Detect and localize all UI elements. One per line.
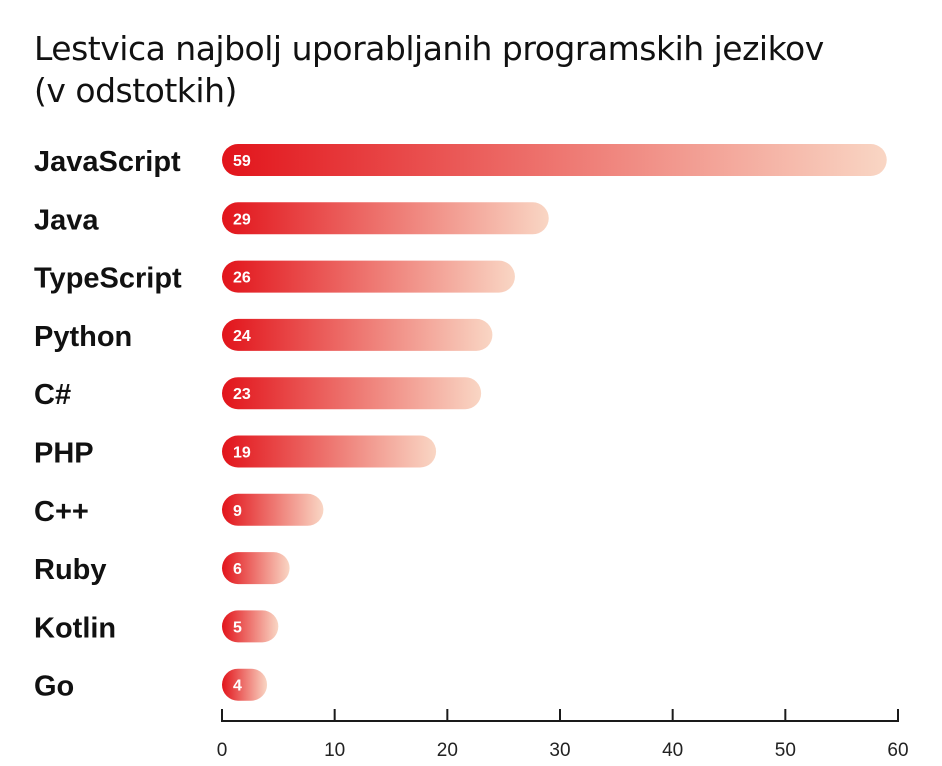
bar-row-python: Python 24 bbox=[34, 318, 493, 353]
x-tick-label: 50 bbox=[775, 740, 796, 761]
value-label: 26 bbox=[233, 270, 251, 287]
bar-row-php: PHP 19 bbox=[34, 435, 437, 470]
category-label: C# bbox=[34, 379, 71, 411]
value-label: 24 bbox=[233, 328, 251, 345]
bar bbox=[222, 260, 515, 293]
bar bbox=[222, 493, 324, 526]
category-label: Kotlin bbox=[34, 612, 116, 644]
bar-row-typescript: TypeScript 26 bbox=[34, 260, 515, 295]
category-label: Java bbox=[34, 204, 99, 236]
value-label: 5 bbox=[233, 619, 242, 636]
category-label: JavaScript bbox=[34, 146, 181, 178]
bar-row-javascript: JavaScript 59 bbox=[34, 144, 887, 178]
category-label: Go bbox=[34, 671, 74, 703]
bar bbox=[222, 377, 482, 410]
bar-row-ruby: Ruby 6 bbox=[34, 552, 290, 586]
value-label: 29 bbox=[233, 211, 251, 228]
bar-row-c-: C# 23 bbox=[34, 377, 482, 411]
bar bbox=[222, 610, 279, 643]
bar-row-java: Java 29 bbox=[34, 202, 549, 236]
chart-title-line-1: Lestvica najbolj uporabljanih programski… bbox=[34, 29, 824, 68]
category-label: C++ bbox=[34, 496, 89, 528]
x-tick-label: 30 bbox=[549, 740, 570, 761]
bar bbox=[222, 668, 268, 701]
bar bbox=[222, 318, 493, 351]
bar bbox=[222, 435, 437, 468]
value-label: 23 bbox=[233, 386, 251, 403]
bar bbox=[222, 144, 887, 176]
bar bbox=[222, 552, 290, 585]
x-tick-label: 0 bbox=[217, 740, 228, 761]
chart-title: Lestvica najbolj uporabljanih programski… bbox=[34, 28, 914, 112]
x-tick-label: 20 bbox=[437, 740, 458, 761]
category-label: TypeScript bbox=[34, 263, 182, 295]
x-tick-label: 40 bbox=[662, 740, 683, 761]
bar bbox=[222, 202, 549, 235]
category-label: PHP bbox=[34, 438, 94, 470]
value-label: 6 bbox=[233, 561, 242, 578]
bar-row-kotlin: Kotlin 5 bbox=[34, 610, 279, 644]
chart-title-line-2: (v odstotkih) bbox=[34, 71, 237, 110]
value-label: 19 bbox=[233, 445, 251, 462]
category-label: Python bbox=[34, 321, 132, 353]
bar-row-c-: C++ 9 bbox=[34, 493, 324, 528]
value-label: 59 bbox=[233, 153, 251, 170]
category-label: Ruby bbox=[34, 554, 107, 586]
x-tick-label: 10 bbox=[324, 740, 345, 761]
bar-row-go: Go 4 bbox=[34, 668, 268, 703]
value-label: 4 bbox=[233, 678, 242, 695]
x-axis: 0 10 20 30 40 50 60 bbox=[217, 709, 909, 761]
x-tick-label: 60 bbox=[887, 740, 908, 761]
value-label: 9 bbox=[233, 503, 242, 520]
